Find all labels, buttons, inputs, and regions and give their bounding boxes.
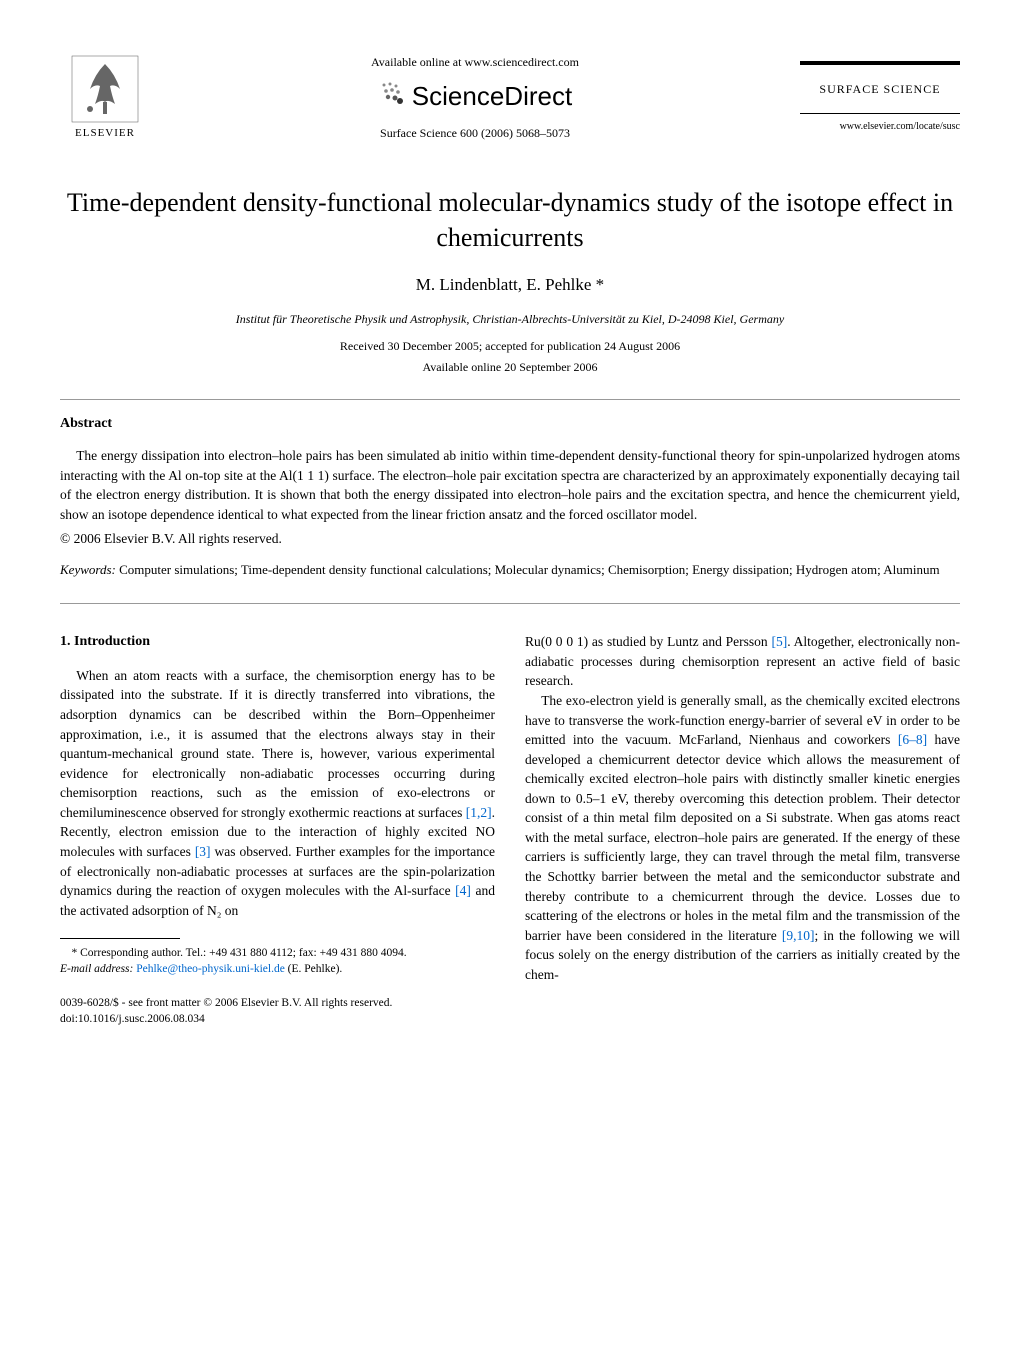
elsevier-tree-icon bbox=[70, 54, 140, 124]
ref-link-5[interactable]: [5] bbox=[771, 634, 787, 649]
col2p1-text-a: Ru(0 0 0 1) as studied by Luntz and Pers… bbox=[525, 634, 771, 649]
corresponding-text: * Corresponding author. Tel.: +49 431 88… bbox=[72, 947, 407, 959]
footer-info: 0039-6028/$ - see front matter © 2006 El… bbox=[60, 995, 495, 1027]
ref-link-9-10[interactable]: [9,10] bbox=[782, 928, 815, 943]
column-right: Ru(0 0 0 1) as studied by Luntz and Pers… bbox=[525, 632, 960, 1027]
journal-url: www.elsevier.com/locate/susc bbox=[800, 120, 960, 134]
sciencedirect-text: ScienceDirect bbox=[412, 78, 572, 114]
email-who: (E. Pehlke). bbox=[285, 963, 342, 975]
divider-bottom bbox=[60, 603, 960, 604]
sciencedirect-logo: ScienceDirect bbox=[150, 78, 800, 114]
abstract-heading: Abstract bbox=[60, 414, 960, 434]
keywords-label: Keywords: bbox=[60, 562, 116, 577]
ref-link-6-8[interactable]: [6–8] bbox=[898, 732, 927, 747]
divider-top bbox=[60, 399, 960, 400]
para1-text-a: When an atom reacts with a surface, the … bbox=[60, 668, 495, 820]
corresponding-author-footnote: * Corresponding author. Tel.: +49 431 88… bbox=[60, 945, 495, 977]
received-date: Received 30 December 2005; accepted for … bbox=[60, 338, 960, 355]
abstract-text: The energy dissipation into electron–hol… bbox=[60, 446, 960, 524]
body-columns: 1. Introduction When an atom reacts with… bbox=[60, 632, 960, 1027]
column-left: 1. Introduction When an atom reacts with… bbox=[60, 632, 495, 1027]
col2p2-text-a: The exo-electron yield is generally smal… bbox=[525, 693, 960, 747]
col2-para-2: The exo-electron yield is generally smal… bbox=[525, 691, 960, 984]
email-link[interactable]: Pehlke@theo-physik.uni-kiel.de bbox=[136, 963, 285, 975]
journal-reference: Surface Science 600 (2006) 5068–5073 bbox=[150, 125, 800, 142]
available-online-text: Available online at www.sciencedirect.co… bbox=[150, 54, 800, 71]
ref-link-3[interactable]: [3] bbox=[195, 844, 211, 859]
ref-link-4[interactable]: [4] bbox=[455, 883, 471, 898]
elsevier-logo: ELSEVIER bbox=[60, 50, 150, 145]
footnote-divider bbox=[60, 938, 180, 939]
elsevier-text: ELSEVIER bbox=[75, 126, 135, 141]
keywords-text: Computer simulations; Time-dependent den… bbox=[116, 562, 940, 577]
col2-para-1: Ru(0 0 0 1) as studied by Luntz and Pers… bbox=[525, 632, 960, 691]
center-header: Available online at www.sciencedirect.co… bbox=[150, 54, 800, 142]
affiliation: Institut für Theoretische Physik und Ast… bbox=[60, 311, 960, 328]
ref-link-1-2[interactable]: [1,2] bbox=[466, 805, 492, 820]
available-date: Available online 20 September 2006 bbox=[60, 359, 960, 376]
authors: M. Lindenblatt, E. Pehlke * bbox=[60, 273, 960, 297]
email-label: E-mail address: bbox=[60, 963, 133, 975]
copyright: © 2006 Elsevier B.V. All rights reserved… bbox=[60, 530, 960, 549]
front-matter-line: 0039-6028/$ - see front matter © 2006 El… bbox=[60, 995, 495, 1011]
journal-box-title: SURFACE SCIENCE bbox=[800, 61, 960, 115]
section-heading-introduction: 1. Introduction bbox=[60, 632, 495, 652]
col2p2-text-b: have developed a chemicurrent detector d… bbox=[525, 732, 960, 943]
journal-box: SURFACE SCIENCE www.elsevier.com/locate/… bbox=[800, 61, 960, 135]
article-title: Time-dependent density-functional molecu… bbox=[60, 185, 960, 255]
intro-para-1: When an atom reacts with a surface, the … bbox=[60, 666, 495, 920]
header-row: ELSEVIER Available online at www.science… bbox=[60, 50, 960, 145]
keywords: Keywords: Computer simulations; Time-dep… bbox=[60, 561, 960, 579]
sciencedirect-dots-icon bbox=[378, 79, 406, 114]
doi-line: doi:10.1016/j.susc.2006.08.034 bbox=[60, 1011, 495, 1027]
